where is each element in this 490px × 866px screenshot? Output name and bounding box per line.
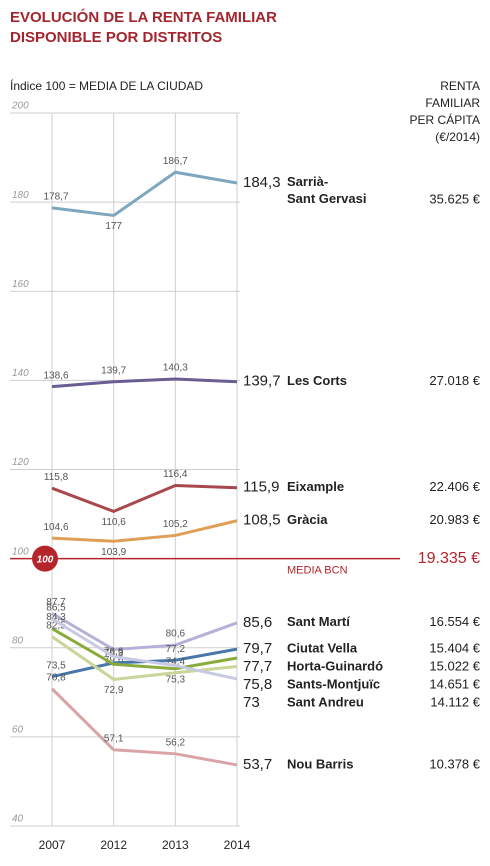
chart-title: EVOLUCIÓN DE LA RENTA FAMILIAR [10, 8, 277, 26]
series-name: Eixample [287, 479, 344, 494]
end-label: 77,7 [243, 658, 272, 675]
series-income: 14.651 € [429, 677, 480, 692]
end-label: 53,7 [243, 756, 272, 773]
line [51, 484, 238, 514]
series-name: Les Corts [287, 373, 347, 388]
data-label: 80,6 [166, 629, 186, 640]
y-tick-label: 200 [11, 101, 29, 112]
data-label: 105,2 [163, 519, 188, 530]
end-label: 73 [243, 694, 260, 711]
data-label: 75,3 [166, 674, 186, 685]
series-name: Ciutat Vella [287, 641, 358, 656]
line [51, 377, 238, 389]
end-label: 75,8 [243, 676, 272, 693]
x-tick-label: 2012 [100, 838, 127, 852]
line [50, 687, 238, 767]
reference-badge [32, 545, 58, 572]
end-label: 108,5 [243, 512, 281, 529]
series-income: 35.625 € [429, 191, 480, 206]
income-header: FAMILIAR [425, 96, 480, 110]
y-tick-label: 40 [12, 814, 24, 825]
reference-label: MEDIA BCN [287, 565, 348, 577]
income-header: PER CÁPITA [410, 112, 480, 127]
y-tick-label: 160 [12, 279, 29, 290]
data-label: 104,6 [43, 522, 68, 533]
x-tick-label: 2007 [39, 838, 66, 852]
series-income: 15.022 € [429, 659, 480, 674]
y-tick-label: 120 [12, 457, 29, 468]
data-label: 56,2 [166, 737, 186, 748]
line [51, 612, 238, 652]
y-tick-label: 100 [12, 546, 29, 557]
series-name: Gràcia [287, 512, 328, 527]
income-header: (€/2014) [435, 130, 480, 144]
data-label: 178,7 [43, 192, 68, 203]
line [51, 635, 238, 681]
series-income: 20.983 € [429, 512, 480, 527]
data-label: 76,6 [104, 647, 124, 658]
data-label: 103,9 [101, 547, 126, 558]
end-label: 139,7 [243, 373, 281, 390]
line [51, 519, 238, 543]
data-label: 116,4 [163, 469, 188, 480]
line [51, 627, 238, 671]
data-label: 87,7 [46, 597, 66, 608]
data-label: 77,2 [166, 644, 186, 655]
line [51, 170, 238, 218]
series-name: Horta-Guinardó [287, 659, 383, 674]
x-tick-label: 2013 [162, 838, 189, 852]
series-name: Nou Barris [287, 756, 353, 771]
series-name: Sant Martí [287, 614, 350, 629]
y-tick-label: 180 [12, 190, 29, 201]
reference-value: 100 [37, 554, 54, 565]
data-label: 79,6 [104, 655, 124, 666]
data-label: 76,3 [104, 648, 124, 659]
subtitle: Índice 100 = MEDIA DE LA CIUDAD [10, 78, 203, 93]
data-label: 86,5 [46, 602, 66, 613]
series-income: 15.404 € [429, 641, 480, 656]
data-label: 84,3 [46, 612, 66, 623]
series-income: 16.554 € [429, 614, 480, 629]
series-name: Sarrià-Sant Gervasi [287, 174, 367, 206]
x-tick-label: 2014 [224, 838, 251, 852]
data-label: 73,5 [46, 660, 66, 671]
data-label: 82,5 [46, 620, 66, 631]
series-income: 10.378 € [429, 756, 480, 771]
end-label: 184,3 [243, 174, 281, 191]
end-label: 79,7 [243, 640, 272, 657]
series-income: 22.406 € [429, 479, 480, 494]
data-label: 186,7 [163, 156, 188, 167]
y-tick-label: 80 [12, 635, 24, 646]
data-label: 140,3 [163, 363, 188, 374]
end-label: 85,6 [243, 614, 272, 631]
reference-income: 19.335 € [418, 550, 480, 567]
data-label: 110,6 [102, 517, 127, 528]
data-label: 138,6 [43, 370, 68, 381]
series-name: Sants-Montjuïc [287, 677, 380, 692]
data-label: 177 [105, 221, 122, 232]
y-tick-label: 60 [12, 725, 24, 736]
data-label: 139,7 [101, 365, 126, 376]
series-income: 14.112 € [430, 695, 480, 710]
end-label: 115,9 [243, 479, 279, 496]
y-tick-label: 140 [12, 368, 29, 379]
data-label: 57,1 [104, 733, 124, 744]
data-label: 72,9 [104, 685, 124, 696]
data-label: 70,8 [46, 672, 66, 683]
data-label: 74,4 [166, 656, 186, 667]
line [51, 617, 238, 681]
series-income: 27.018 € [429, 373, 480, 388]
chart-title: DISPONIBLE POR DISTRITOS [10, 29, 222, 46]
data-label: 115,8 [44, 472, 69, 483]
income-header: RENTA [440, 79, 480, 93]
series-name: Sant Andreu [287, 695, 364, 710]
